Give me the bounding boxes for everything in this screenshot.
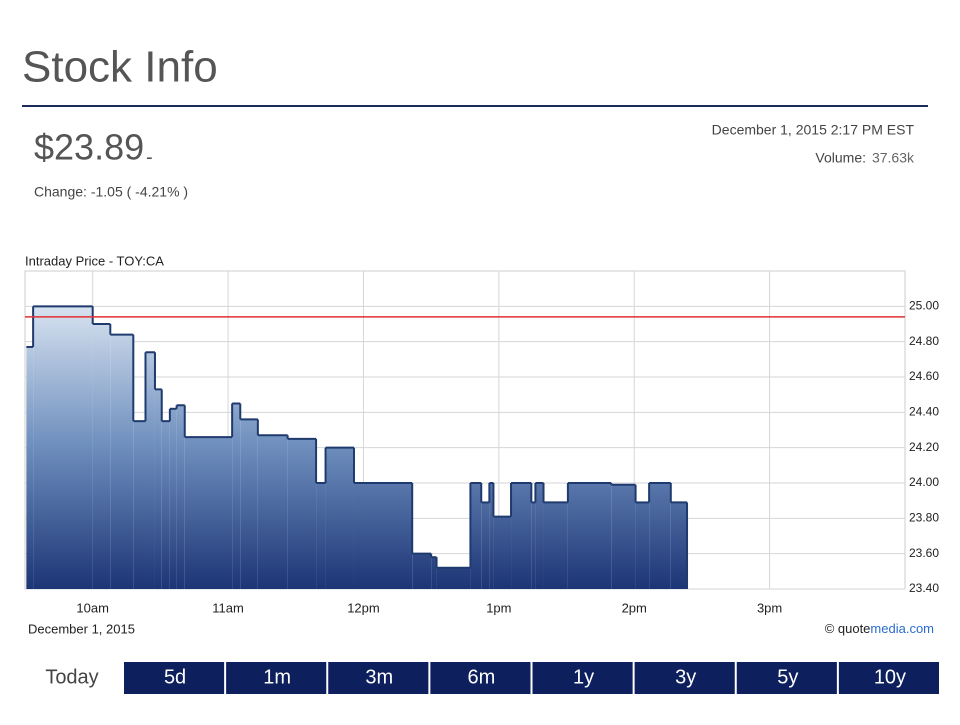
range-button-label[interactable]: 3m xyxy=(365,666,393,688)
area-step xyxy=(670,502,688,589)
area-step xyxy=(481,502,490,589)
area-step xyxy=(493,516,512,589)
area-step xyxy=(431,557,437,589)
range-button-label[interactable]: 10y xyxy=(874,666,906,688)
area-step xyxy=(325,447,354,589)
area-step xyxy=(110,334,134,589)
price-direction: - xyxy=(146,146,153,168)
change: Change: -1.05 ( -4.21% ) xyxy=(34,184,188,200)
area-step xyxy=(145,352,155,589)
area-step xyxy=(635,502,650,589)
range-button[interactable] xyxy=(532,662,633,694)
area-step xyxy=(611,484,636,589)
range-button[interactable] xyxy=(430,662,531,694)
volume-label: Volume: xyxy=(815,150,866,166)
area-step xyxy=(470,483,482,589)
area-step xyxy=(649,483,671,589)
y-tick-label: 24.80 xyxy=(909,334,939,348)
area-step xyxy=(161,421,170,589)
area-step xyxy=(567,483,612,589)
y-tick-label: 24.20 xyxy=(909,440,939,454)
area-step xyxy=(353,483,413,589)
range-button[interactable] xyxy=(736,662,837,694)
volume: 37.63k xyxy=(872,150,915,166)
chart-title: Intraday Price - TOY:CA xyxy=(25,253,164,268)
area-step xyxy=(412,553,432,589)
range-button-label[interactable]: 5y xyxy=(777,666,798,688)
range-button-label[interactable]: 3y xyxy=(675,666,696,688)
x-tick-label: 11am xyxy=(212,600,244,615)
range-button[interactable] xyxy=(838,662,939,694)
x-tick-label: 2pm xyxy=(622,600,647,615)
area-step xyxy=(232,403,241,589)
area-step xyxy=(176,405,185,589)
y-tick-label: 24.60 xyxy=(909,369,939,383)
x-tick-label: 3pm xyxy=(757,600,782,615)
range-button[interactable] xyxy=(328,662,429,694)
y-tick-label: 25.00 xyxy=(909,299,939,313)
y-tick-label: 23.80 xyxy=(909,511,939,525)
x-caption: December 1, 2015 xyxy=(28,621,135,636)
area-step xyxy=(26,346,34,589)
page-title: Stock Info xyxy=(22,43,218,92)
area-step xyxy=(287,438,317,589)
range-button[interactable] xyxy=(226,662,327,694)
y-tick-label: 24.00 xyxy=(909,475,939,489)
price: $23.89 xyxy=(34,127,144,168)
x-tick-label: 10am xyxy=(76,600,109,615)
range-button[interactable]: Today xyxy=(45,666,98,688)
range-button-label[interactable]: 5d xyxy=(164,666,186,688)
y-tick-label: 23.40 xyxy=(909,581,939,595)
credit-prefix: © quote xyxy=(825,621,871,636)
range-button-label[interactable]: 1m xyxy=(263,666,291,688)
area-step xyxy=(511,483,532,589)
y-tick-label: 24.40 xyxy=(909,405,939,419)
area-step xyxy=(535,483,544,589)
area-step xyxy=(33,306,93,589)
area-step xyxy=(436,567,471,589)
area-step xyxy=(257,435,288,589)
area-step xyxy=(169,408,177,589)
area-step xyxy=(531,502,536,589)
range-buttons: Today 5d 1m 3m 6m 1y 3y 5y 10y xyxy=(45,662,939,694)
area-step xyxy=(184,437,233,589)
area-step xyxy=(240,419,258,589)
range-button-label[interactable]: 1y xyxy=(573,666,594,688)
area-step xyxy=(133,421,146,589)
area-step xyxy=(489,483,494,589)
credit: © quotemedia.com xyxy=(825,621,934,636)
timestamp: December 1, 2015 2:17 PM EST xyxy=(712,122,915,138)
x-tick-label: 1pm xyxy=(486,600,511,615)
plot: 23.40 23.60 23.80 24.00 24.20 24.40 24.60 24.80… xyxy=(24,270,939,615)
range-button-label[interactable]: 6m xyxy=(468,666,496,688)
area-step xyxy=(316,483,326,589)
area-step xyxy=(92,324,111,589)
y-tick-label: 23.60 xyxy=(909,546,939,560)
range-button[interactable] xyxy=(634,662,735,694)
area-step xyxy=(543,502,568,589)
range-button[interactable] xyxy=(124,662,225,694)
x-tick-label: 12pm xyxy=(347,600,380,615)
area-step xyxy=(154,389,162,589)
credit-suffix: media.com xyxy=(870,621,934,636)
